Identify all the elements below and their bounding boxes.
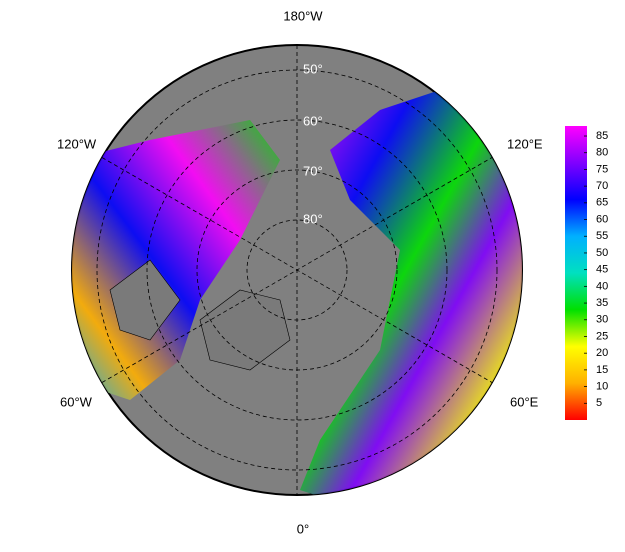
latitude-label: 50° <box>303 61 323 76</box>
lat-circle <box>96 69 498 471</box>
latitude-label: 60° <box>303 113 323 128</box>
colorbar-tick-label: 15 <box>596 364 608 376</box>
colorbar-tick-label: 5 <box>596 397 602 409</box>
colorbar-tick-label: 70 <box>596 180 608 192</box>
colorbar-tick-label: 30 <box>596 314 608 326</box>
colorbar-tick-label: 55 <box>596 230 608 242</box>
colorbar-tick-label: 10 <box>596 380 608 392</box>
longitude-label: 60°W <box>60 394 93 409</box>
colorbar-tick-label: 45 <box>596 264 608 276</box>
colorbar-tick-label: 60 <box>596 213 608 225</box>
colorbar-tick-label: 65 <box>596 197 608 209</box>
latitude-label: 70° <box>303 163 323 178</box>
longitude-label: 180°W <box>283 8 323 23</box>
lat-circle <box>146 119 448 421</box>
land-data <box>72 90 522 495</box>
meridian <box>101 157 493 383</box>
colorbar-tick-label: 40 <box>596 280 608 292</box>
longitude-label: 120°W <box>57 136 97 151</box>
colorbar-tick-label: 85 <box>596 130 608 142</box>
graticule <box>96 45 498 495</box>
longitude-label: 120°E <box>507 136 543 151</box>
hudson-bay <box>109 259 181 341</box>
colorbar-tick-label: 75 <box>596 163 608 175</box>
eurasia-region <box>300 90 522 495</box>
colorbar-tick-label: 25 <box>596 330 608 342</box>
latitude-label: 80° <box>303 211 323 226</box>
longitude-label: 60°E <box>510 394 539 409</box>
colorbar-tick-label: 35 <box>596 297 608 309</box>
colorbar-tick-label: 20 <box>596 347 608 359</box>
colorbar-tick-label: 80 <box>596 147 608 159</box>
longitude-label: 0° <box>297 521 309 536</box>
colorbar-tick-label: 50 <box>596 247 608 259</box>
greenland <box>199 289 291 371</box>
colorbar <box>565 126 587 420</box>
